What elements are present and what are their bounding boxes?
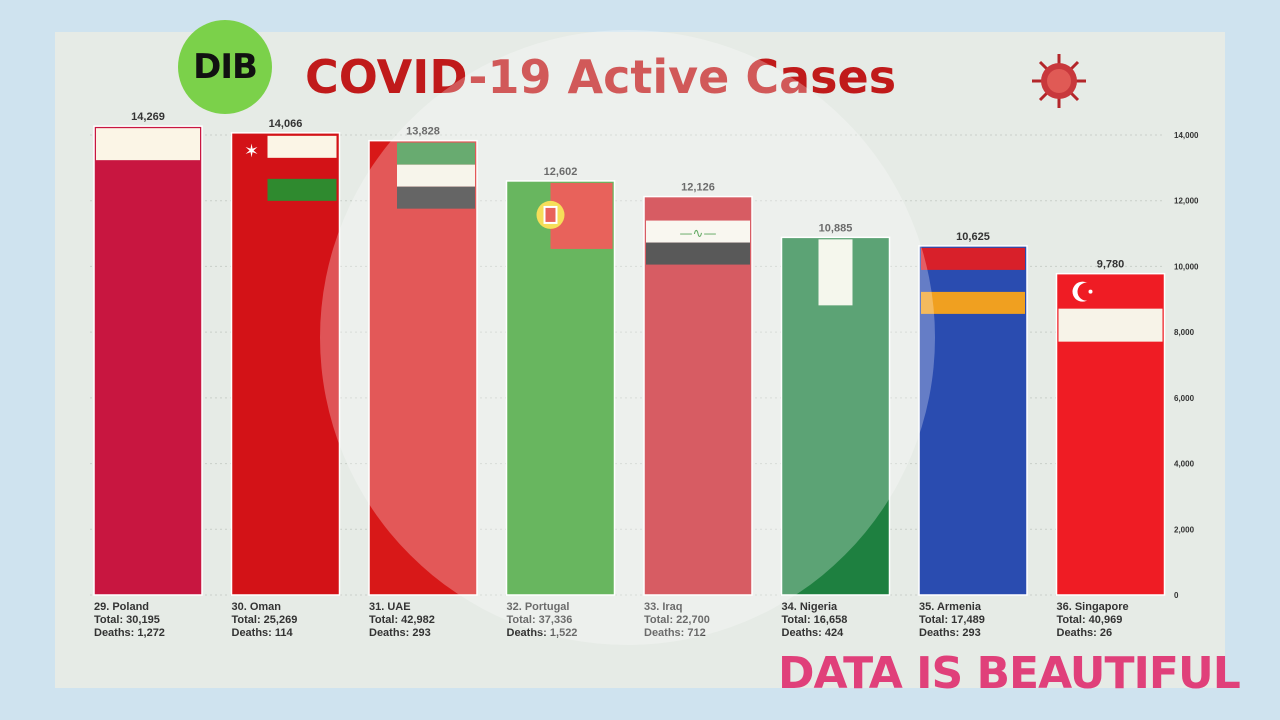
bar-group <box>368 139 478 596</box>
bar-value-label: 14,269 <box>131 111 165 123</box>
bar <box>368 139 478 596</box>
y-tick-label: 2,000 <box>1174 525 1195 534</box>
bar-group <box>93 125 203 596</box>
deaths-label: Deaths: 293 <box>919 627 981 639</box>
total-label: Total: 42,982 <box>369 614 435 626</box>
bar-group <box>780 236 891 596</box>
country-label: 30. Oman <box>232 601 282 613</box>
y-tick-label: 4,000 <box>1174 460 1195 469</box>
flag-green-band <box>267 178 337 201</box>
flag-green-band <box>397 142 475 165</box>
flag-star-icon <box>1088 289 1093 294</box>
y-tick-label: 12,000 <box>1174 197 1199 206</box>
flag-orange-band <box>921 291 1025 314</box>
total-label: Total: 22,700 <box>644 614 710 626</box>
bar-value-label: 10,885 <box>819 222 853 234</box>
country-label: 29. Poland <box>94 601 149 613</box>
bar-group <box>918 245 1028 596</box>
deaths-label: Deaths: 424 <box>782 627 845 639</box>
total-label: Total: 40,969 <box>1057 614 1123 626</box>
bar-value-label: 12,602 <box>544 166 578 178</box>
country-label: 31. UAE <box>369 601 411 613</box>
flag-black-band <box>397 186 475 209</box>
total-label: Total: 16,658 <box>782 614 848 626</box>
oman-emblem-icon: ✶ <box>244 141 259 162</box>
total-label: Total: 30,195 <box>94 614 160 626</box>
y-tick-label: 6,000 <box>1174 394 1195 403</box>
bar-value-label: 12,126 <box>681 182 715 194</box>
y-tick-label: 10,000 <box>1174 262 1199 271</box>
data-is-beautiful-watermark: DATA IS BEAUTIFUL <box>778 648 1241 699</box>
bar-value-label: 14,066 <box>269 118 303 130</box>
deaths-label: Deaths: 26 <box>1057 627 1113 639</box>
flag-white-band <box>818 239 853 306</box>
total-label: Total: 17,489 <box>919 614 985 626</box>
y-tick-label: 8,000 <box>1174 328 1195 337</box>
bar <box>93 125 203 596</box>
deaths-label: Deaths: 114 <box>232 627 294 639</box>
flag-white-band <box>267 135 337 158</box>
flag-crescent-cut <box>1077 282 1096 301</box>
total-label: Total: 25,269 <box>232 614 298 626</box>
chart-title: COVID-19 Active Cases <box>305 50 897 104</box>
bar-value-label: 13,828 <box>406 126 440 138</box>
bar <box>230 132 341 596</box>
bar-group <box>505 180 616 596</box>
flag-white-band <box>96 128 200 161</box>
bar-group <box>1055 272 1166 596</box>
flag-red-band <box>921 247 1025 270</box>
deaths-label: Deaths: 712 <box>644 627 706 639</box>
country-label: 33. Iraq <box>644 601 683 613</box>
dib-logo: DIB <box>178 20 272 114</box>
logo-text: DIB <box>193 47 258 87</box>
deaths-label: Deaths: 1,522 <box>507 627 578 639</box>
flag-shield-icon <box>543 205 558 224</box>
iraq-script-icon: —∿— <box>680 227 717 242</box>
country-label: 36. Singapore <box>1057 601 1129 613</box>
flag-white-band <box>397 164 475 187</box>
bar-group: —∿— <box>643 195 753 596</box>
total-label: Total: 37,336 <box>507 614 573 626</box>
country-label: 35. Armenia <box>919 601 982 613</box>
y-tick-label: 0 <box>1174 591 1179 600</box>
bar-value-label: 10,625 <box>956 231 990 243</box>
virus-icon <box>1032 54 1086 108</box>
flag-white-band <box>1058 308 1163 342</box>
country-label: 34. Nigeria <box>782 601 839 613</box>
bar-group: ✶ <box>230 132 341 596</box>
deaths-label: Deaths: 293 <box>369 627 431 639</box>
bar <box>505 180 616 596</box>
bar-value-label: 9,780 <box>1097 259 1125 271</box>
y-tick-label: 14,000 <box>1174 131 1199 140</box>
country-label: 32. Portugal <box>507 601 570 613</box>
deaths-label: Deaths: 1,272 <box>94 627 165 639</box>
flag-black-band <box>646 242 750 265</box>
flag-white-band <box>646 220 750 243</box>
